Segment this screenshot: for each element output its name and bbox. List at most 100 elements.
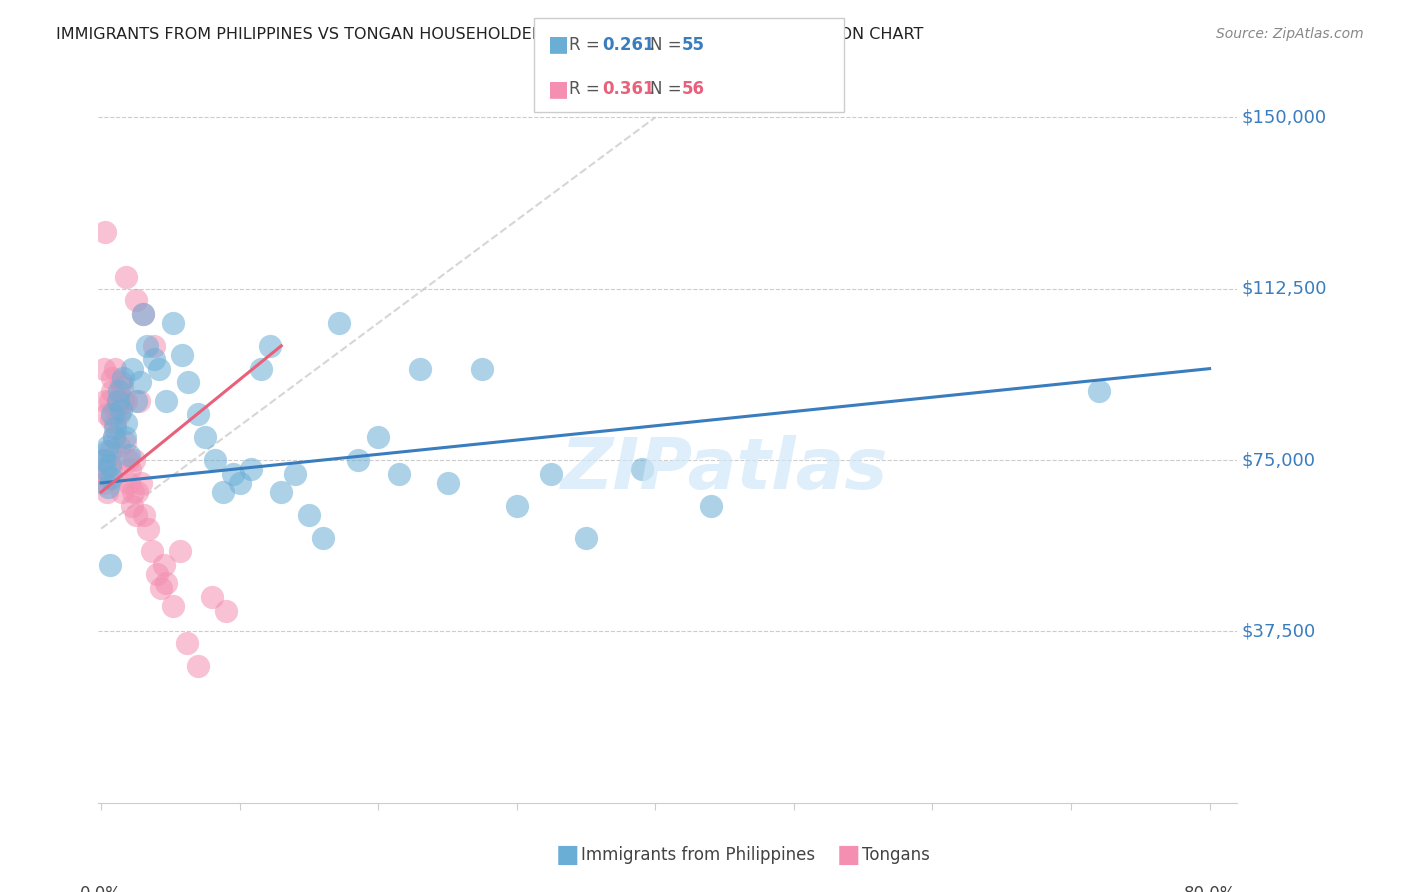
Point [388,467,411,481]
Point [170,348,193,362]
Text: N =: N = [650,36,686,54]
Point [145,567,167,582]
Point [107,393,129,408]
Point [125,293,148,307]
Point [328,316,350,330]
Point [436,475,458,490]
Point [101,371,124,385]
Point [97,480,120,494]
Point [114,434,136,449]
Point [118,475,141,490]
Point [108,408,131,422]
Point [100,412,122,426]
Point [97,458,120,472]
Point [127,485,149,500]
Point [110,376,132,390]
Point [132,307,155,321]
Text: Tongans: Tongans [862,846,929,863]
Point [98,393,121,408]
Point [97,439,120,453]
Point [136,522,159,536]
Point [177,376,200,390]
Point [152,558,174,573]
Point [94,462,117,476]
Text: Immigrants from Philippines: Immigrants from Philippines [581,846,815,863]
Point [117,453,139,467]
Text: 0.0%: 0.0% [80,885,122,892]
Point [115,270,138,285]
Point [103,430,125,444]
Point [142,339,165,353]
Point [129,376,152,390]
Point [107,393,129,408]
Point [575,531,598,545]
Text: $37,500: $37,500 [1241,623,1316,640]
Point [204,453,226,467]
Point [91,467,114,481]
Text: IMMIGRANTS FROM PHILIPPINES VS TONGAN HOUSEHOLDER INCOME OVER 65 YEARS CORRELATI: IMMIGRANTS FROM PHILIPPINES VS TONGAN HO… [56,27,924,42]
Point [104,417,127,431]
Point [141,544,163,558]
Point [131,475,153,490]
Point [215,604,238,618]
Point [148,361,170,376]
Text: $150,000: $150,000 [1241,108,1327,127]
Text: R =: R = [569,80,606,98]
Point [125,508,148,522]
Point [270,485,292,500]
Point [104,361,127,376]
Point [1087,384,1109,399]
Point [122,485,145,500]
Text: N =: N = [650,80,686,98]
Text: 80.0%: 80.0% [1184,885,1236,892]
Text: 0.261: 0.261 [602,36,654,54]
Point [367,430,389,444]
Point [229,475,252,490]
Point [346,453,368,467]
Point [108,439,131,453]
Point [120,462,142,476]
Point [630,462,652,476]
Point [121,499,143,513]
Point [187,658,209,673]
Text: 56: 56 [682,80,704,98]
Point [101,384,124,399]
Point [97,471,120,485]
Point [100,462,122,476]
Point [194,430,217,444]
Point [94,453,117,467]
Point [409,361,432,376]
Text: $75,000: $75,000 [1241,451,1316,469]
Point [312,531,335,545]
Point [259,339,281,353]
Point [162,316,184,330]
Point [700,499,723,513]
Point [111,380,134,394]
Text: Source: ZipAtlas.com: Source: ZipAtlas.com [1216,27,1364,41]
Point [93,361,115,376]
Point [540,467,562,481]
Point [96,408,118,422]
Point [506,499,529,513]
Point [124,453,146,467]
Text: R =: R = [569,36,606,54]
Point [149,581,172,595]
Point [187,408,209,422]
Point [176,636,198,650]
Point [132,307,155,321]
Point [155,576,177,591]
Point [100,471,122,485]
Text: ■: ■ [837,843,860,866]
Point [111,485,134,500]
Point [142,352,165,367]
Text: ■: ■ [548,35,569,54]
Point [162,599,184,614]
Point [135,339,157,353]
Point [284,467,307,481]
Point [98,443,121,458]
Point [298,508,321,522]
Point [249,361,271,376]
Point [128,393,150,408]
Point [212,485,235,500]
Point [115,393,138,408]
